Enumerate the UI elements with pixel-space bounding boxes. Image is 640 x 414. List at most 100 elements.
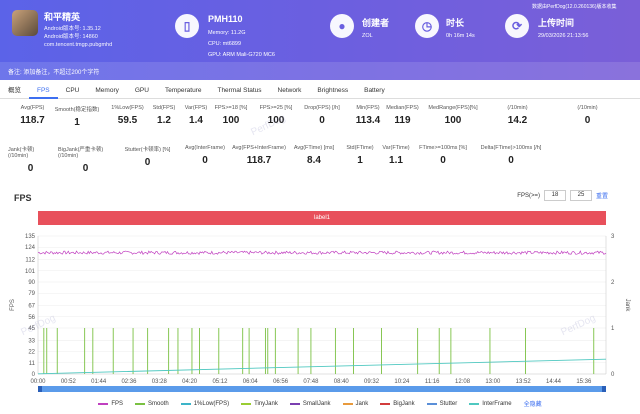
session-header: 和平精英 Android版本号: 1.35.12 Android版本号: 148…: [0, 0, 640, 80]
android-build: Android版本号: 14860: [44, 34, 98, 40]
stat-var-ftime: Var(FTime) 1.1: [382, 145, 410, 166]
legend-item[interactable]: FPS: [98, 401, 123, 407]
tab-thermal-status[interactable]: Thermal Status: [217, 86, 262, 94]
fps-line: [37, 250, 607, 255]
stat-min-fps: Min(FPS) 113.4: [355, 105, 381, 126]
reset-button[interactable]: 重置: [595, 194, 608, 200]
stat-avg-fps: Avg(FPS) 118.7: [20, 105, 45, 126]
tab-battery[interactable]: Battery: [364, 86, 385, 94]
legend-swatch: [135, 402, 146, 405]
fps-threshold-a-input[interactable]: 18: [543, 190, 566, 201]
phone-icon: ▯: [175, 14, 199, 38]
y-tick-label: 135: [25, 234, 36, 240]
legend-item[interactable]: Stutter: [426, 400, 458, 407]
legend-label: SmallJank: [302, 400, 331, 407]
legend-item[interactable]: InterFrame: [469, 400, 512, 407]
legend-swatch: [180, 402, 191, 405]
upload-time: 29/03/2026 21:13:56: [538, 33, 589, 39]
stat-median-fps: Median(FPS) 119: [386, 105, 419, 126]
y-tick-label: 11: [29, 361, 36, 367]
tab-temperature[interactable]: Temperature: [164, 86, 202, 94]
fps-threshold-label: FPS(>=): [517, 192, 540, 199]
device-memory: Memory: 11.2G: [208, 30, 246, 36]
tab-brightness[interactable]: Brightness: [317, 86, 349, 94]
stat-smalljank: (/10min) 0: [577, 105, 598, 126]
stat-jank: Jank(卡顿) (/10min) 0: [8, 147, 35, 174]
device-gpu: GPU: ARM Mali-G720 MC6: [208, 52, 275, 58]
tab-overview[interactable]: 概览: [8, 86, 21, 94]
legend-label: Jank: [355, 400, 369, 407]
interframe-line: [37, 358, 607, 375]
legend-label: 1%Low(FPS): [193, 400, 230, 407]
stat-medrange-fps: MedRange(FPS)[%] 100: [428, 105, 478, 126]
stat-1low: 1%Low(FPS) 59.5: [111, 105, 144, 126]
x-tick-label: 00:00: [30, 379, 46, 385]
duration-label: 时长: [446, 18, 465, 28]
clock-icon: ◷: [415, 14, 439, 38]
legend-item[interactable]: Smooth: [135, 401, 169, 407]
stat-stutter: Stutter(卡顿率) [%] 0: [124, 147, 171, 168]
hide-all-button[interactable]: 全隐藏: [523, 402, 542, 408]
x-tick-label: 05:12: [212, 379, 228, 385]
x-tick-label: 11:16: [425, 379, 440, 385]
user-icon: ●: [330, 14, 354, 38]
stat-drop-fps: Drop(FPS) [/h] 0: [304, 105, 340, 126]
stat-bigjank: BigJank(严重卡顿) (/10min) 0: [58, 147, 104, 174]
stat-tinyjank: (/10min) 14.2: [507, 105, 528, 126]
y-right-tick-label: 2: [611, 280, 615, 286]
note-field[interactable]: 备注: 添加备注，不超过200个字符: [0, 62, 640, 80]
upload-label: 上传时间: [538, 18, 575, 28]
scroll-handle-right: [602, 386, 606, 392]
x-tick-label: 12:08: [455, 379, 471, 385]
stat-std-fps: Std(FPS) 1.2: [152, 105, 176, 126]
y-tick-label: 0: [32, 372, 36, 378]
stat-avg-fps-interframe: Avg(FPS+InterFrame) 118.7: [232, 145, 286, 166]
x-tick-label: 06:04: [243, 379, 259, 385]
legend-item[interactable]: TinyJank: [241, 401, 278, 407]
y-tick-label: 79: [28, 291, 35, 297]
stat-avg-interframe: Avg(InterFrame) 0: [185, 145, 225, 166]
x-tick-label: 01:44: [91, 379, 107, 385]
fps-threshold-controls: FPS(>=) 18 25 重置: [517, 190, 608, 201]
perfdog-version: 数据由PerfDog(12.0.260136)版本收集: [532, 4, 617, 10]
y-right-tick-label: 0: [611, 372, 615, 378]
y-tick-label: 67: [28, 304, 35, 310]
legend-label: InterFrame: [482, 400, 512, 407]
y-tick-label: 56: [28, 315, 35, 321]
label-bar[interactable]: label1: [38, 211, 606, 225]
legend-label: FPS: [111, 400, 124, 407]
stat-var-fps: Var(FPS) 1.4: [184, 105, 208, 126]
fps-threshold-b-input[interactable]: 25: [569, 190, 592, 201]
y-right-tick-label: 1: [611, 326, 615, 332]
x-tick-label: 08:40: [334, 379, 350, 385]
time-scrollbar: [38, 386, 606, 392]
x-tick-label: 13:00: [485, 379, 501, 385]
legend-swatch: [289, 402, 300, 405]
x-tick-label: 10:24: [394, 379, 410, 385]
legend-label: Stutter: [439, 400, 458, 407]
tab-cpu[interactable]: CPU: [65, 86, 80, 94]
legend-item[interactable]: SmallJank: [289, 400, 331, 407]
stat-fps-25: FPS>=25 [%] 100: [259, 105, 293, 126]
android-version: Android版本号: 1.35.12: [44, 26, 101, 32]
fps-section-title: FPS: [14, 193, 32, 203]
scroll-handle-left: [38, 386, 42, 392]
x-tick-label: 14:44: [546, 379, 562, 385]
legend-item[interactable]: Jank: [342, 400, 369, 407]
device-title: PMH110: [208, 14, 243, 24]
tab-gpu[interactable]: GPU: [134, 86, 149, 94]
legend-label: TinyJank: [254, 400, 278, 407]
tab-network[interactable]: Network: [277, 86, 302, 94]
stat-smooth: Smooth(稳定指数) 1: [54, 107, 100, 128]
device-cpu: CPU: mt6899: [208, 41, 242, 47]
creator-label: 创建者: [362, 18, 390, 28]
legend-label: BigJank: [393, 400, 415, 407]
y-tick-label: 112: [25, 258, 35, 264]
legend-item[interactable]: 1%Low(FPS): [180, 400, 230, 407]
y-tick-label: 124: [25, 245, 36, 251]
tab-memory[interactable]: Memory: [95, 86, 119, 94]
legend-item[interactable]: BigJank: [380, 400, 415, 407]
stat-ftime-100: FTime>=100ms [%] 0: [419, 145, 467, 166]
x-tick-label: 03:28: [152, 379, 168, 385]
tab-fps[interactable]: FPS: [29, 83, 58, 99]
